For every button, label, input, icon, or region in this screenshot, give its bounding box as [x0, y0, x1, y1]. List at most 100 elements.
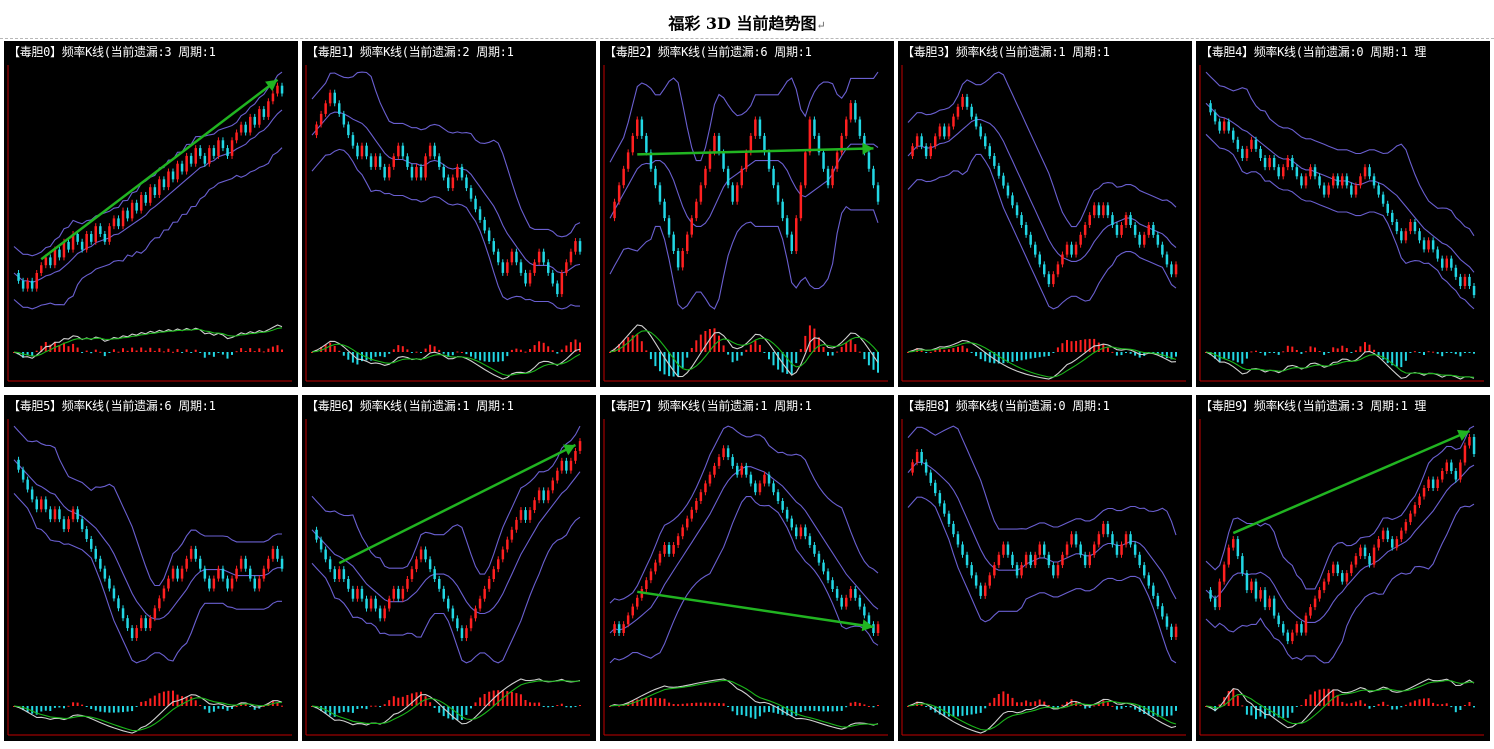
macd-bar: [1011, 352, 1014, 362]
candle: [849, 589, 852, 598]
candle: [1400, 530, 1403, 540]
macd-bar: [786, 706, 789, 716]
candle: [1404, 231, 1408, 241]
macd-bar: [1209, 352, 1212, 355]
macd-bar: [1088, 706, 1091, 708]
candle: [686, 518, 689, 528]
macd-bar: [185, 349, 188, 352]
candle: [772, 168, 775, 186]
trend-arrow-line: [338, 443, 577, 565]
macd-bar: [1227, 352, 1230, 359]
candle: [1313, 598, 1317, 608]
macd-bar: [565, 706, 568, 708]
trend-arrow-line: [637, 590, 874, 629]
macd-bar: [1006, 693, 1009, 706]
macd-bar: [929, 706, 932, 710]
candle: [1052, 274, 1055, 285]
macd-bar: [1336, 695, 1339, 706]
candle: [35, 499, 38, 510]
macd-bar: [1423, 352, 1425, 355]
candle: [1345, 573, 1349, 582]
candle: [1418, 231, 1421, 241]
macd-bar: [519, 694, 522, 706]
macd-bar: [76, 702, 79, 706]
macd-bar: [754, 340, 757, 352]
candle: [1327, 185, 1330, 195]
candle: [1209, 103, 1212, 113]
candle: [76, 509, 79, 520]
candle: [547, 262, 550, 273]
candle: [740, 168, 743, 186]
macd-bar: [560, 703, 563, 706]
macd-bar: [1043, 352, 1046, 357]
macd-bar: [249, 348, 252, 352]
macd-bar: [1273, 352, 1276, 353]
macd-bar: [470, 706, 472, 709]
candle: [636, 119, 639, 136]
candle: [672, 234, 675, 251]
macd-bar: [1129, 706, 1132, 708]
macd-bar: [374, 352, 377, 357]
macd-bar: [795, 706, 798, 716]
candle: [1102, 205, 1105, 216]
candle: [1047, 274, 1051, 285]
macd-bar: [934, 350, 937, 352]
macd-bar: [772, 706, 775, 713]
macd-bar: [668, 702, 671, 706]
candle: [631, 135, 634, 153]
candle: [1318, 176, 1321, 186]
macd-bar: [144, 350, 147, 352]
macd-bar: [1255, 706, 1257, 720]
macd-bar: [722, 345, 725, 352]
macd-bar: [849, 339, 852, 352]
candle: [645, 135, 648, 153]
candle: [58, 509, 61, 520]
macd-bar: [1106, 347, 1109, 352]
macd-bar: [370, 705, 373, 707]
macd-bar: [31, 706, 34, 714]
candle: [1143, 234, 1146, 245]
candle: [708, 152, 712, 169]
macd-bar: [1175, 706, 1177, 711]
candle: [26, 280, 29, 289]
macd-bar: [560, 349, 563, 352]
candle: [1020, 215, 1023, 225]
macd-bar: [203, 706, 206, 710]
macd-bar: [208, 352, 211, 355]
upper-band: [609, 71, 879, 163]
macd-bar: [342, 352, 345, 356]
macd-bar: [208, 706, 211, 713]
macd-bar: [1314, 691, 1316, 706]
chart-panel-3: 【毒胆3】频率K线(当前遗漏:1 周期:1: [898, 41, 1192, 387]
macd-bar: [488, 352, 491, 362]
candle: [1413, 505, 1417, 514]
candle: [772, 483, 775, 493]
macd-bar: [799, 706, 802, 713]
candle: [1038, 254, 1041, 265]
macd-bar: [1295, 706, 1298, 707]
candle: [53, 249, 57, 266]
macd-bar: [569, 706, 572, 708]
candle: [658, 185, 662, 202]
macd-bar: [727, 352, 730, 355]
macd-bar: [356, 706, 359, 709]
candle: [112, 588, 116, 599]
macd-bar: [804, 335, 807, 352]
candle: [708, 474, 712, 484]
candle: [785, 509, 789, 519]
candle: [447, 177, 450, 189]
macd-bar: [663, 698, 666, 706]
candle: [1441, 258, 1444, 268]
macd-bar: [686, 352, 689, 358]
macd-bar: [67, 346, 70, 352]
panel-title: 【毒胆9】频率K线(当前遗漏:3 周期:1 理: [1200, 399, 1427, 413]
macd-bar: [1295, 350, 1298, 352]
candle: [515, 251, 518, 263]
macd-bar: [1034, 352, 1037, 358]
candle: [203, 568, 207, 579]
candle: [1218, 581, 1221, 608]
macd-bar: [938, 706, 941, 715]
macd-slow-line: [907, 342, 1177, 378]
candle: [717, 135, 721, 153]
candle: [253, 116, 256, 125]
